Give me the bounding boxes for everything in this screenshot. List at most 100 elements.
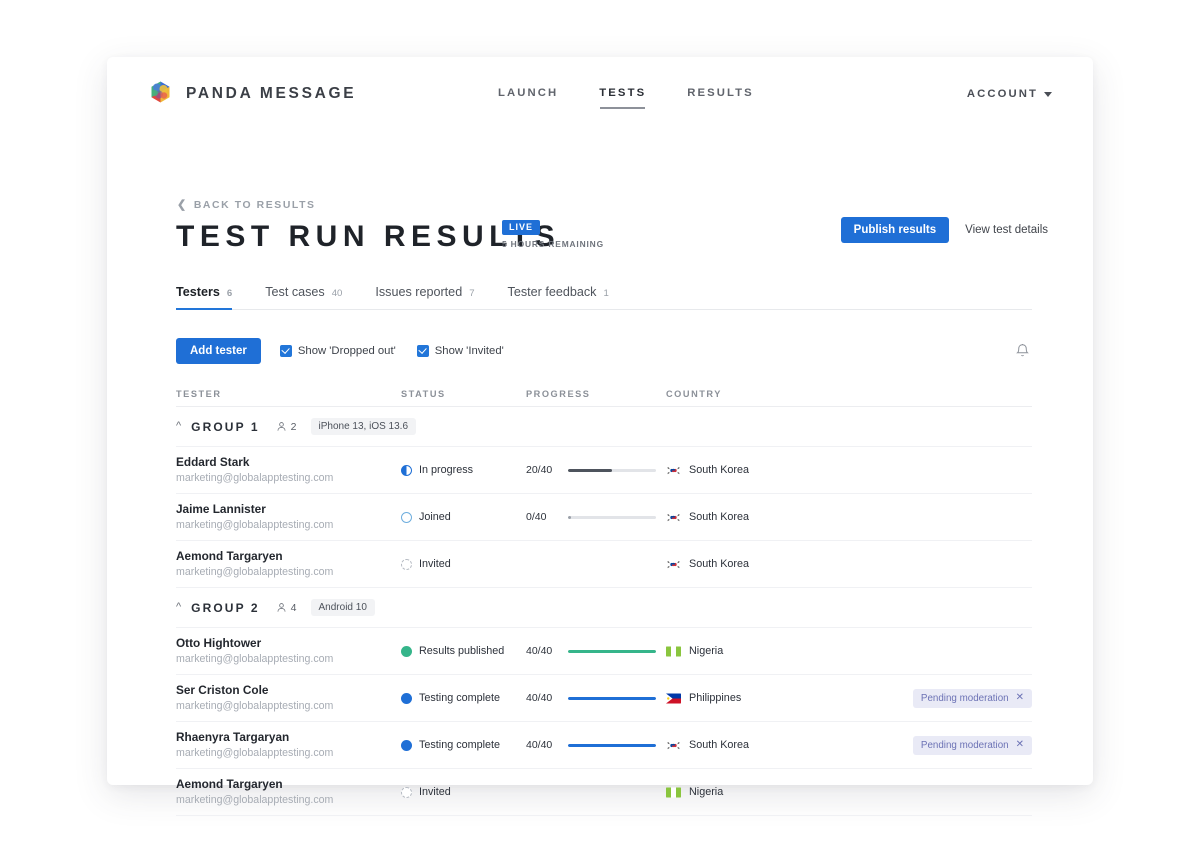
tester-email: marketing@globalapptesting.com [176, 565, 334, 578]
publish-results-button[interactable]: Publish results [840, 217, 950, 243]
country-label: South Korea [689, 511, 750, 523]
checkbox-show-invited[interactable]: Show 'Invited' [416, 345, 504, 357]
country-label: Nigeria [689, 786, 724, 798]
row-actions-cell: Pending moderation ✕ [846, 735, 1032, 755]
status-label: Invited [419, 786, 451, 798]
flag-ph-icon [666, 693, 681, 704]
country-cell: South Korea [666, 558, 846, 570]
column-header-tester: TESTER [176, 388, 222, 399]
chevron-left-icon: ❮ [177, 199, 188, 211]
tester-cell: Aemond Targaryen marketing@globalapptesti… [176, 549, 401, 579]
status-badge[interactable]: Pending moderation ✕ [912, 688, 1032, 708]
status-badge[interactable]: Pending moderation ✕ [912, 735, 1032, 755]
country-cell: Philippines [666, 692, 846, 704]
open-circle-icon [401, 511, 412, 523]
status-label: Results published [419, 645, 505, 657]
back-to-results-link[interactable]: ❮ BACK TO RESULTS [177, 199, 316, 212]
group-header-row[interactable]: ^ GROUP 1 2 iPhone 13, iOS 13.6 [176, 407, 1032, 447]
notification-bell-icon[interactable] [1012, 341, 1032, 361]
table-row[interactable]: Otto Hightower marketing@globalapptesting… [176, 628, 1032, 675]
group-name: GROUP 2 [191, 600, 260, 615]
checkbox-label: Show 'Invited' [434, 345, 504, 357]
progress-cell: 40/40 [526, 739, 666, 751]
blue-dot-icon [401, 739, 412, 751]
blue-dot-icon [401, 692, 412, 704]
status-cell: In progress [401, 464, 526, 476]
testers-table: TESTER STATUS PROGRESS COUNTRY ^ GROUP 1 2… [176, 381, 1032, 816]
account-menu[interactable]: ACCOUNT [967, 57, 1052, 130]
table-body: ^ GROUP 1 2 iPhone 13, iOS 13.6 Eddard Stark… [176, 407, 1032, 816]
person-icon [277, 603, 286, 612]
group-header-row[interactable]: ^ GROUP 2 4 Android 10 [176, 588, 1032, 628]
close-icon[interactable]: ✕ [1015, 739, 1024, 750]
back-link-label: BACK TO RESULTS [193, 200, 316, 211]
flag-kr-icon [666, 559, 681, 570]
status-badge-label: Pending moderation [920, 739, 1009, 751]
tester-name: Otto Hightower [176, 635, 262, 650]
flag-ng-icon [666, 787, 681, 798]
tester-name: Aemond Targaryen [176, 548, 283, 563]
progress-fill [568, 743, 656, 747]
tab-count: 7 [469, 288, 475, 299]
progress-bar [568, 649, 656, 653]
tester-cell: Rhaenyra Targaryan marketing@globalapptes… [176, 730, 401, 760]
table-row[interactable]: Jaime Lannister marketing@globalapptestin… [176, 494, 1032, 541]
tester-email: marketing@globalapptesting.com [176, 518, 334, 531]
tester-email: marketing@globalapptesting.com [176, 746, 334, 759]
nav-item-launch[interactable]: LAUNCH [498, 86, 559, 99]
progress-label: 40/40 [526, 692, 553, 704]
flag-kr-icon [666, 512, 681, 523]
tab-label: Tester feedback [507, 285, 597, 299]
country-cell: South Korea [666, 511, 846, 523]
header-actions: Publish results View test details [840, 217, 1052, 243]
progress-bar [568, 515, 656, 519]
country-label: Philippines [689, 692, 742, 704]
nav-item-results[interactable]: RESULTS [687, 86, 754, 99]
progress-fill [568, 515, 571, 519]
tester-cell: Eddard Stark marketing@globalapptesting.c… [176, 455, 401, 485]
table-row[interactable]: Ser Criston Cole marketing@globalapptesti… [176, 675, 1032, 722]
column-header-country: COUNTRY [666, 388, 722, 399]
progress-cell: 40/40 [526, 692, 666, 704]
group-name: GROUP 1 [191, 419, 260, 434]
tester-name: Jaime Lannister [176, 501, 266, 516]
table-row[interactable]: Aemond Targaryen marketing@globalapptesti… [176, 769, 1032, 816]
person-icon [277, 422, 286, 431]
status-label: In progress [419, 464, 474, 476]
table-row[interactable]: Aemond Targaryen marketing@globalapptesti… [176, 541, 1032, 588]
table-row[interactable]: Eddard Stark marketing@globalapptesting.c… [176, 447, 1032, 494]
status-cell: Testing complete [401, 739, 526, 751]
table-row[interactable]: Rhaenyra Targaryan marketing@globalapptes… [176, 722, 1032, 769]
tab-count: 6 [226, 288, 233, 299]
flag-kr-icon [666, 740, 681, 751]
progress-fill [568, 468, 612, 472]
group-member-count: 4 [276, 602, 297, 614]
chevron-down-icon [1044, 92, 1052, 97]
tab-count: 40 [331, 288, 343, 299]
half-filled-circle-icon [401, 464, 412, 476]
time-remaining: 5 HOURS REMAINING [502, 239, 604, 249]
progress-bar [568, 696, 656, 700]
chevron-up-icon[interactable]: ^ [176, 420, 182, 432]
checkbox-icon[interactable] [416, 345, 429, 357]
view-test-details-button[interactable]: View test details [961, 217, 1052, 243]
brand[interactable]: PANDA MESSAGE [148, 80, 356, 107]
tab-test-cases[interactable]: Test cases 40 [265, 285, 342, 309]
tab-tester-feedback[interactable]: Tester feedback 1 [508, 285, 609, 309]
checkbox-icon[interactable] [279, 345, 292, 357]
country-label: South Korea [689, 739, 750, 751]
country-cell: Nigeria [666, 786, 846, 798]
tester-cell: Aemond Targaryen marketing@globalapptesti… [176, 777, 401, 807]
close-icon[interactable]: ✕ [1015, 692, 1024, 703]
chevron-up-icon[interactable]: ^ [176, 601, 182, 613]
checkbox-show-dropped-out[interactable]: Show 'Dropped out' [279, 345, 396, 357]
progress-cell: 20/40 [526, 464, 666, 476]
tab-testers[interactable]: Testers 6 [176, 285, 233, 310]
nav-item-tests[interactable]: TESTS [599, 86, 647, 109]
country-cell: South Korea [666, 739, 846, 751]
live-badge: LIVE [502, 220, 541, 235]
tab-issues-reported[interactable]: Issues reported 7 [375, 285, 474, 309]
status-label: Testing complete [419, 739, 501, 751]
country-label: South Korea [689, 464, 750, 476]
add-tester-button[interactable]: Add tester [176, 338, 261, 364]
